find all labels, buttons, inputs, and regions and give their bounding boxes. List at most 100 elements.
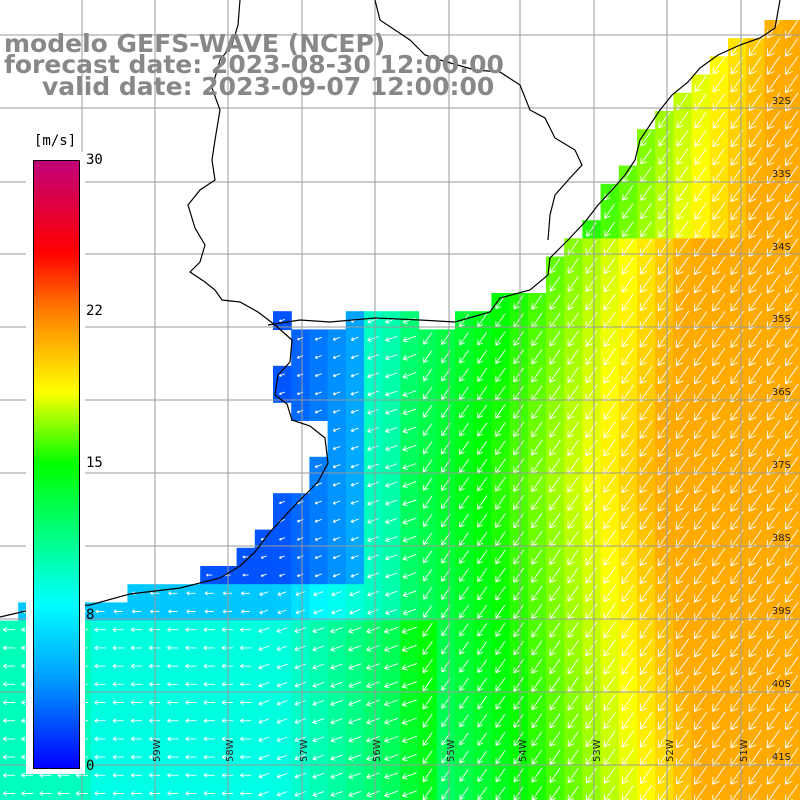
wind-arrow xyxy=(332,427,341,432)
wind-arrow xyxy=(350,464,359,469)
wind-arrow xyxy=(513,494,525,510)
wind-arrow xyxy=(459,513,469,528)
wind-arrow xyxy=(567,621,580,638)
wind-arrow xyxy=(401,662,418,671)
wind-arrow xyxy=(185,663,197,669)
wind-arrow xyxy=(531,585,543,602)
wind-arrow xyxy=(621,475,635,494)
wind-arrow xyxy=(314,537,322,541)
wind-arrow xyxy=(693,365,708,385)
wind-arrow xyxy=(549,749,561,765)
wind-arrow xyxy=(784,693,799,712)
wind-arrow xyxy=(402,408,417,416)
wind-arrow xyxy=(477,641,488,655)
wind-arrow xyxy=(240,772,252,778)
wind-arrow xyxy=(459,750,469,764)
wind-arrow xyxy=(784,547,799,567)
wind-arrow xyxy=(748,329,762,348)
colorbar-tick-8: 8 xyxy=(86,607,95,623)
wind-arrow xyxy=(312,627,325,634)
wind-arrow xyxy=(422,677,433,692)
wind-arrow xyxy=(639,402,653,421)
wind-arrow xyxy=(675,693,690,712)
wind-arrow xyxy=(277,591,287,596)
wind-arrow xyxy=(240,754,252,760)
wind-arrow xyxy=(585,730,598,748)
latitude-label: 36S xyxy=(772,387,791,398)
wind-arrow xyxy=(401,772,417,780)
wind-arrow xyxy=(585,512,598,530)
wind-arrow xyxy=(766,584,781,603)
wind-arrow xyxy=(639,275,653,293)
wind-arrow xyxy=(2,663,15,669)
wind-arrow xyxy=(585,712,598,729)
wind-arrow xyxy=(585,403,598,420)
wind-arrow xyxy=(239,681,252,687)
wind-arrow xyxy=(258,772,270,779)
wind-arrow xyxy=(258,754,270,761)
wind-arrow xyxy=(549,421,561,438)
wind-arrow xyxy=(402,481,417,489)
wind-arrow xyxy=(748,56,762,75)
wind-arrow xyxy=(784,511,799,530)
wind-arrow xyxy=(639,657,653,676)
wind-arrow xyxy=(295,609,305,615)
wind-arrow xyxy=(693,656,708,676)
wind-arrow xyxy=(477,458,488,474)
wind-arrow xyxy=(676,148,689,165)
wind-arrow xyxy=(567,767,579,784)
wind-arrow xyxy=(477,659,488,674)
wind-arrow xyxy=(402,590,417,598)
wind-arrow xyxy=(639,547,653,567)
wind-arrow xyxy=(531,676,543,692)
wind-arrow xyxy=(203,700,215,705)
wind-arrow xyxy=(495,513,506,528)
wind-arrow xyxy=(367,463,379,470)
wind-arrow xyxy=(259,609,269,615)
wind-arrow xyxy=(130,772,142,778)
wind-arrow xyxy=(657,493,671,512)
wind-arrow xyxy=(513,440,525,456)
wind-arrow xyxy=(676,202,689,220)
wind-arrow xyxy=(94,736,106,742)
wind-arrow xyxy=(784,256,799,276)
wind-speed-cell xyxy=(236,784,256,800)
wind-arrow xyxy=(603,420,616,439)
wind-arrow xyxy=(657,620,671,639)
wind-arrow xyxy=(567,439,580,457)
wind-arrow xyxy=(94,681,106,687)
wind-arrow xyxy=(459,714,469,728)
wind-arrow xyxy=(350,354,359,360)
wind-arrow xyxy=(639,256,653,275)
wind-arrow xyxy=(621,511,635,530)
wind-arrow xyxy=(167,736,179,742)
wind-arrow xyxy=(748,620,762,640)
wind-arrow xyxy=(276,681,288,688)
wind-arrow xyxy=(367,445,379,452)
wind-arrow xyxy=(675,584,690,603)
wind-arrow xyxy=(112,772,124,778)
wind-arrow xyxy=(477,586,488,601)
wind-arrow xyxy=(112,718,124,724)
wind-arrow xyxy=(693,766,708,785)
wind-arrow xyxy=(242,573,249,577)
wind-speed-cell xyxy=(345,784,365,800)
wind-arrow xyxy=(185,700,197,705)
wind-arrow xyxy=(748,147,762,166)
wind-arrow xyxy=(294,754,306,761)
wind-speed-cell xyxy=(764,784,784,800)
wind-arrow xyxy=(784,438,799,458)
wind-arrow xyxy=(57,790,70,797)
wind-arrow xyxy=(477,714,488,728)
wind-arrow xyxy=(748,638,762,658)
wind-arrow xyxy=(366,754,380,761)
wind-arrow xyxy=(495,331,506,346)
wind-arrow xyxy=(240,736,252,742)
wind-speed-cell xyxy=(309,784,329,800)
wind-arrow xyxy=(531,640,543,656)
colorbar xyxy=(33,160,80,769)
wind-arrow xyxy=(367,372,379,379)
wind-arrow xyxy=(748,201,762,221)
wind-arrow xyxy=(167,791,179,796)
wind-arrow xyxy=(585,294,598,311)
